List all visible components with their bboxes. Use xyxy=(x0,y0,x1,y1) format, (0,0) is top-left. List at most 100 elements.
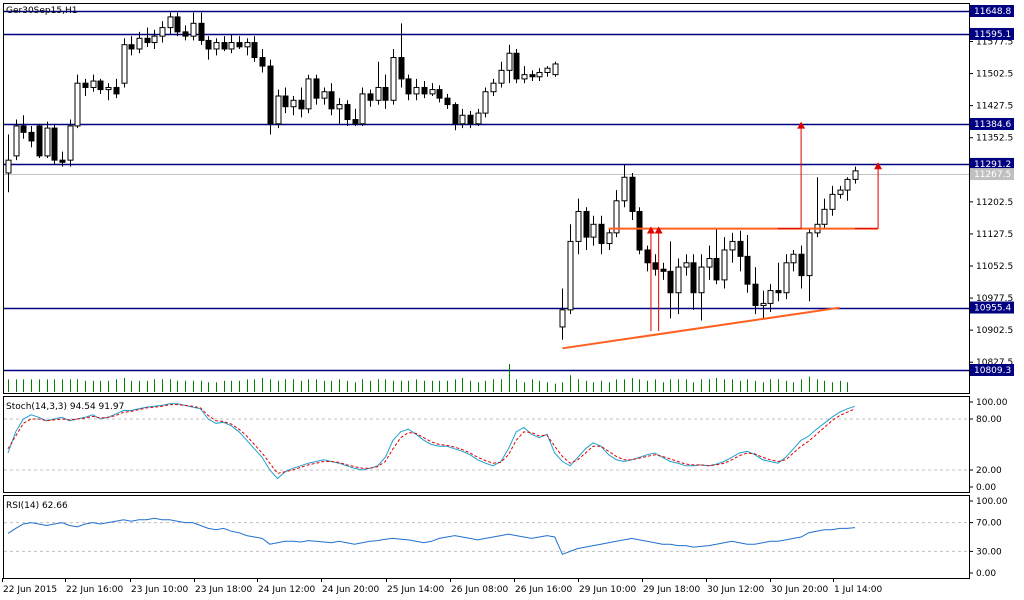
time-tick-label: 26 Jun 16:00 xyxy=(515,585,572,595)
bearish-candle xyxy=(51,127,58,161)
bearish-candle xyxy=(198,22,205,41)
level-price-tag xyxy=(970,117,1014,130)
bullish-candle xyxy=(698,266,705,294)
bearish-candle xyxy=(251,42,258,59)
bearish-candle xyxy=(636,210,643,251)
bullish-candle xyxy=(305,78,312,110)
rsi-tick-label: 70.00 xyxy=(976,519,1002,529)
bullish-candle xyxy=(105,86,112,91)
bullish-candle xyxy=(44,127,51,157)
bullish-candle xyxy=(544,67,551,73)
bullish-candle xyxy=(837,189,844,195)
bullish-candle xyxy=(790,253,797,264)
main-chart-title: Ger30Sep15,H1 xyxy=(6,6,77,16)
bearish-candle xyxy=(436,89,443,99)
stoch-tick-label: 0.00 xyxy=(976,483,996,493)
price-tick-label: 11427.5 xyxy=(976,102,1013,112)
bearish-candle xyxy=(28,131,35,142)
bearish-candle xyxy=(113,86,120,95)
bearish-candle xyxy=(174,16,181,33)
bullish-candle xyxy=(567,240,574,311)
price-tick-label: 10902.5 xyxy=(976,326,1013,336)
bearish-candle xyxy=(775,290,782,294)
bearish-candle xyxy=(128,44,135,50)
bullish-candle xyxy=(159,27,166,37)
bullish-candle xyxy=(321,91,328,99)
bearish-candle xyxy=(20,125,27,133)
bearish-candle xyxy=(267,65,274,125)
rsi-indicator: 100.00 70.00 30.00 0.00 xyxy=(4,497,1008,579)
stoch-tick-label: 80.00 xyxy=(976,415,1002,425)
bearish-candle xyxy=(529,74,536,78)
bearish-candle xyxy=(652,262,659,270)
rsi-panel-frame xyxy=(3,495,970,579)
bullish-candle xyxy=(706,258,713,268)
bearish-candle xyxy=(82,82,89,88)
candlestick-series xyxy=(5,12,859,340)
time-tick-label: 24 Jun 12:00 xyxy=(258,585,315,595)
bearish-candle xyxy=(144,37,151,44)
rising-trendline xyxy=(562,306,840,350)
bearish-candle xyxy=(344,104,351,121)
bullish-candle xyxy=(190,22,197,37)
bullish-candle xyxy=(167,16,174,29)
bearish-candle xyxy=(313,78,320,99)
level-price-label: 10809.3 xyxy=(974,366,1011,376)
bearish-candle xyxy=(421,86,428,95)
bearish-candle xyxy=(367,93,374,101)
bearish-candle xyxy=(690,262,697,294)
bullish-candle xyxy=(67,125,74,161)
bullish-candle xyxy=(429,89,436,95)
bullish-candle xyxy=(506,52,513,71)
time-tick-label: 29 Jun 10:00 xyxy=(579,585,636,595)
bearish-candle xyxy=(221,42,228,50)
bullish-candle xyxy=(490,82,497,93)
bearish-candle xyxy=(629,176,636,212)
time-tick-label: 25 Jun 14:00 xyxy=(387,585,444,595)
price-tick-label: 11202.5 xyxy=(976,198,1013,208)
target-arrow-head xyxy=(646,226,655,234)
bullish-candle xyxy=(359,93,366,125)
bearish-candle xyxy=(467,114,474,125)
price-tick-label: 10977.5 xyxy=(976,294,1013,304)
bullish-candle xyxy=(5,159,12,174)
bearish-candle xyxy=(598,223,605,245)
level-price-tag xyxy=(970,5,1014,17)
bullish-candle xyxy=(536,71,543,78)
bullish-candle xyxy=(683,262,690,268)
bullish-candle xyxy=(498,69,505,84)
rsi-tick-label: 0.00 xyxy=(976,569,996,579)
level-price-label: 11291.2 xyxy=(974,160,1011,170)
bullish-candle xyxy=(559,309,566,328)
bullish-candle xyxy=(590,223,597,238)
level-price-tag xyxy=(970,157,1014,170)
bearish-candle xyxy=(236,42,243,48)
time-tick-label: 23 Jun 10:00 xyxy=(131,585,188,595)
bearish-candle xyxy=(667,270,674,294)
bearish-candle xyxy=(452,104,459,125)
bearish-candle xyxy=(752,283,759,307)
price-tick-label: 11352.5 xyxy=(976,134,1013,144)
bullish-candle xyxy=(783,262,790,294)
bullish-candle xyxy=(482,91,489,114)
bullish-candle xyxy=(552,63,559,76)
stoch-tick-label: 20.00 xyxy=(976,466,1002,476)
bullish-candle xyxy=(390,57,397,101)
level-price-label: 11595.1 xyxy=(974,30,1011,40)
bullish-candle xyxy=(844,178,851,191)
bearish-candle xyxy=(282,95,289,108)
bullish-candle xyxy=(606,232,613,245)
price-tick-label: 11127.5 xyxy=(976,230,1013,240)
time-tick-label: 24 Jun 20:00 xyxy=(322,585,379,595)
bearish-candle xyxy=(398,57,405,80)
bearish-candle xyxy=(182,31,189,37)
bullish-candle xyxy=(228,42,235,50)
bullish-candle xyxy=(275,95,282,125)
bearish-candle xyxy=(97,80,104,91)
bullish-candle xyxy=(621,176,628,202)
time-tick-label: 22 Jun 2015 xyxy=(3,585,57,595)
time-axis: 22 Jun 2015 22 Jun 16:00 23 Jun 10:00 23 Ju… xyxy=(2,578,883,595)
bearish-candle xyxy=(59,159,66,163)
level-price-tag xyxy=(970,301,1014,314)
